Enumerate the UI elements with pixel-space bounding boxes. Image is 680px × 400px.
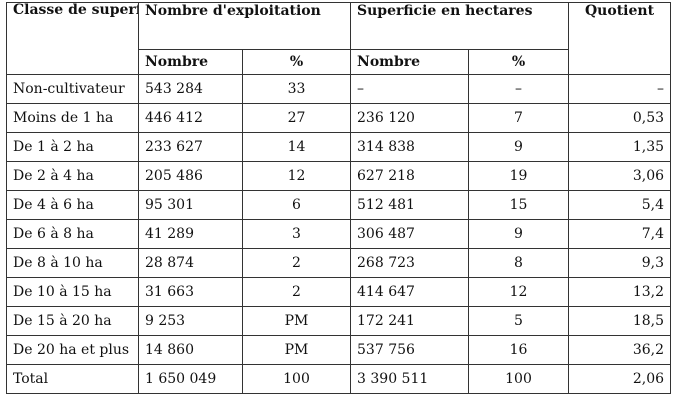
cell-pct: PM <box>241 335 352 365</box>
cell-quotient: 13,2 <box>568 277 672 307</box>
cell-nombre: 1 650 049 <box>138 364 243 394</box>
cell-nombre: 14 860 <box>138 335 243 365</box>
cell-pct: 27 <box>241 103 352 133</box>
cell-nombre: 446 412 <box>138 103 243 133</box>
cell-classe: De 15 à 20 ha <box>6 306 139 336</box>
table-row: Non-cultivateur 543 284 33– – – <box>6 74 672 104</box>
table-row: De 15 à 20 ha 9 253 PM 172 241 5 18,5 <box>6 306 672 336</box>
cell-superficie: 236 120 <box>350 103 470 133</box>
cell-superficie-pct: 7 <box>468 103 570 133</box>
cell-classe: De 6 à 8 ha <box>6 219 139 249</box>
cell-nombre: 41 289 <box>138 219 243 249</box>
cell-superficie-pct: – <box>468 74 570 104</box>
header-nombre-exploitation: Nombre <box>138 49 243 75</box>
cell-classe: De 2 à 4 ha <box>6 161 139 191</box>
cell-superficie: 306 487 <box>350 219 470 249</box>
cell-quotient: 7,4 <box>568 219 672 249</box>
cell-nombre: 543 284 <box>138 74 243 104</box>
cell-superficie: – <box>350 74 470 104</box>
cell-quotient: 2,06 <box>568 364 672 394</box>
cell-pct: 100 <box>241 364 352 394</box>
cell-superficie: 172 241 <box>350 306 470 336</box>
cell-superficie: 537 756 <box>350 335 470 365</box>
cell-quotient: 5,4 <box>568 190 672 220</box>
table-row: De 2 à 4 ha 205 486 12 627 218 19 3,06 <box>6 161 672 191</box>
cell-superficie: 512 481 <box>350 190 470 220</box>
header-quotient: Quotient <box>568 2 672 75</box>
cell-superficie: 627 218 <box>350 161 470 191</box>
table-row: Moins de 1 ha 446 412 27 236 120 7 0,53 <box>6 103 672 133</box>
table-row-total: Total 1 650 049 100 3 390 511 100 2,06 <box>6 364 672 394</box>
cell-classe: Non-cultivateur <box>6 74 139 104</box>
cell-pct: 2 <box>241 277 352 307</box>
cell-classe: De 10 à 15 ha <box>6 277 139 307</box>
cell-classe: De 8 à 10 ha <box>6 248 139 278</box>
cell-superficie-pct: 8 <box>468 248 570 278</box>
cell-quotient: 3,06 <box>568 161 672 191</box>
cell-superficie: 414 647 <box>350 277 470 307</box>
cell-pct: PM <box>241 306 352 336</box>
cell-classe: De 20 ha et plus <box>6 335 139 365</box>
cell-superficie-pct: 19 <box>468 161 570 191</box>
cell-nombre: 233 627 <box>138 132 243 162</box>
table-row: De 1 à 2 ha 233 627 14 314 838 9 1,35 <box>6 132 672 162</box>
cell-nombre: 31 663 <box>138 277 243 307</box>
cell-classe: Total <box>6 364 139 394</box>
cell-pct: 6 <box>241 190 352 220</box>
cell-classe: De 1 à 2 ha <box>6 132 139 162</box>
header-exploitation: Nombre d'exploitation <box>137 2 352 50</box>
cell-nombre: 28 874 <box>138 248 243 278</box>
cell-nombre: 95 301 <box>138 190 243 220</box>
header-classe: Classe de superficies <box>6 2 139 75</box>
header-pct-exploitation: % <box>241 49 352 75</box>
table-row: De 20 ha et plus 14 860 PM 537 756 16 36,2 <box>6 335 672 365</box>
cell-superficie-pct: 9 <box>468 132 570 162</box>
cell-superficie-pct: 12 <box>468 277 570 307</box>
cell-quotient: 1,35 <box>568 132 672 162</box>
cell-superficie-pct: 100 <box>468 364 570 394</box>
table-row: De 8 à 10 ha 28 874 2 268 723 8 9,3 <box>6 248 672 278</box>
cell-classe: Moins de 1 ha <box>6 103 139 133</box>
farm-size-table: Classe de superficies Nombre d'exploitat… <box>6 2 672 394</box>
cell-pct: 12 <box>241 161 352 191</box>
cell-quotient: 18,5 <box>568 306 672 336</box>
cell-superficie-pct: 5 <box>468 306 570 336</box>
cell-quotient: 36,2 <box>568 335 672 365</box>
cell-superficie-pct: 16 <box>468 335 570 365</box>
cell-quotient: – <box>568 74 672 104</box>
cell-superficie-pct: 15 <box>468 190 570 220</box>
header-nombre-superficie: Nombre <box>350 49 470 75</box>
cell-superficie-pct: 9 <box>468 219 570 249</box>
cell-quotient: 9,3 <box>568 248 672 278</box>
cell-superficie: 3 390 511 <box>350 364 470 394</box>
cell-pct: 2 <box>241 248 352 278</box>
cell-superficie: 314 838 <box>350 132 470 162</box>
cell-pct: 3 <box>241 219 352 249</box>
cell-superficie: 268 723 <box>350 248 470 278</box>
header-superficie: Superficie en hectares <box>350 2 570 50</box>
cell-pct: 33 <box>241 74 352 104</box>
header-pct-superficie: % <box>468 49 570 75</box>
table-row: De 4 à 6 ha 95 301 6 512 481 15 5,4 <box>6 190 672 220</box>
cell-classe: De 4 à 6 ha <box>6 190 139 220</box>
cell-nombre: 9 253 <box>138 306 243 336</box>
cell-pct: 14 <box>241 132 352 162</box>
cell-quotient: 0,53 <box>568 103 672 133</box>
table-row: De 10 à 15 ha 31 663 2 414 647 12 13,2 <box>6 277 672 307</box>
cell-nombre: 205 486 <box>138 161 243 191</box>
table-row: De 6 à 8 ha 41 289 3 306 487 9 7,4 <box>6 219 672 249</box>
